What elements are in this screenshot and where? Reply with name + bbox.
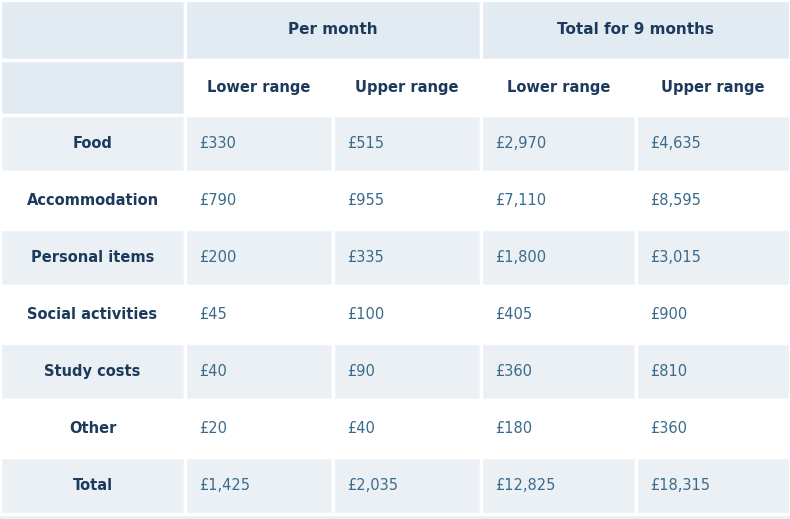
Bar	[636, 400, 790, 457]
Bar	[333, 229, 481, 286]
Bar	[333, 172, 481, 229]
Bar	[185, 343, 333, 400]
Text: £2,970: £2,970	[495, 136, 546, 151]
Text: Upper range: Upper range	[356, 80, 459, 95]
Bar	[481, 343, 636, 400]
Bar	[0, 172, 185, 229]
Bar	[0, 229, 185, 286]
Text: £100: £100	[347, 307, 384, 322]
Bar	[185, 115, 333, 172]
Text: Per month: Per month	[288, 22, 378, 37]
Bar	[481, 229, 636, 286]
Text: Other: Other	[69, 421, 116, 436]
Bar	[333, 343, 481, 400]
Text: £900: £900	[650, 307, 687, 322]
Bar	[185, 172, 333, 229]
Text: Upper range: Upper range	[661, 80, 765, 95]
Text: £955: £955	[347, 193, 384, 208]
Bar	[636, 457, 790, 514]
Text: Social activities: Social activities	[28, 307, 157, 322]
Text: £405: £405	[495, 307, 532, 322]
Bar	[481, 115, 636, 172]
Text: £40: £40	[199, 364, 227, 379]
Text: £7,110: £7,110	[495, 193, 546, 208]
Text: £790: £790	[199, 193, 236, 208]
Bar	[333, 400, 481, 457]
Bar	[0, 0, 185, 60]
Bar	[0, 343, 185, 400]
Text: Total: Total	[73, 478, 112, 493]
Bar	[333, 286, 481, 343]
Bar	[185, 400, 333, 457]
Text: Lower range: Lower range	[507, 80, 610, 95]
Bar	[333, 60, 481, 115]
Text: £20: £20	[199, 421, 227, 436]
Text: Food: Food	[73, 136, 112, 151]
Bar	[636, 286, 790, 343]
Text: £18,315: £18,315	[650, 478, 710, 493]
Bar	[333, 457, 481, 514]
Bar	[481, 286, 636, 343]
Text: Accommodation: Accommodation	[26, 193, 159, 208]
Text: £360: £360	[495, 364, 532, 379]
Text: £1,425: £1,425	[199, 478, 250, 493]
Bar	[636, 229, 790, 286]
Text: £45: £45	[199, 307, 227, 322]
Bar	[0, 60, 185, 115]
Bar	[481, 457, 636, 514]
Bar	[481, 400, 636, 457]
Text: Lower range: Lower range	[207, 80, 310, 95]
Text: £12,825: £12,825	[495, 478, 555, 493]
Bar	[636, 115, 790, 172]
Bar	[636, 60, 790, 115]
Text: Study costs: Study costs	[44, 364, 141, 379]
Bar	[481, 0, 790, 60]
Bar	[481, 60, 636, 115]
Text: £200: £200	[199, 250, 236, 265]
Text: £2,035: £2,035	[347, 478, 398, 493]
Text: Total for 9 months: Total for 9 months	[557, 22, 714, 37]
Bar	[0, 286, 185, 343]
Bar	[636, 343, 790, 400]
Bar	[185, 457, 333, 514]
Text: £180: £180	[495, 421, 532, 436]
Text: Personal items: Personal items	[31, 250, 154, 265]
Bar	[333, 115, 481, 172]
Text: £4,635: £4,635	[650, 136, 701, 151]
Text: £515: £515	[347, 136, 384, 151]
Bar	[636, 172, 790, 229]
Bar	[0, 400, 185, 457]
Text: £1,800: £1,800	[495, 250, 546, 265]
Text: £40: £40	[347, 421, 375, 436]
Text: £335: £335	[347, 250, 384, 265]
Bar	[185, 286, 333, 343]
Text: £330: £330	[199, 136, 236, 151]
Text: £3,015: £3,015	[650, 250, 701, 265]
Text: £90: £90	[347, 364, 375, 379]
Bar	[0, 115, 185, 172]
Bar	[185, 60, 333, 115]
Bar	[0, 457, 185, 514]
Bar	[185, 0, 481, 60]
Text: £8,595: £8,595	[650, 193, 701, 208]
Text: £810: £810	[650, 364, 687, 379]
Bar	[185, 229, 333, 286]
Bar	[481, 172, 636, 229]
Text: £360: £360	[650, 421, 687, 436]
